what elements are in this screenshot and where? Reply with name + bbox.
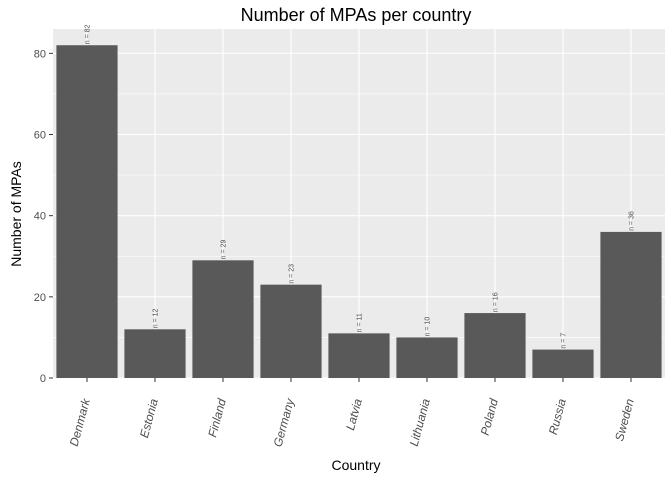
bar-lithuania — [396, 337, 458, 378]
bar-denmark — [56, 45, 118, 379]
bar-russia — [532, 349, 594, 378]
data-label: n = 12 — [153, 309, 160, 329]
bar-germany — [260, 284, 322, 378]
bar-sweden — [600, 231, 662, 378]
data-label: n = 7 — [561, 333, 568, 349]
data-label: n = 23 — [289, 264, 296, 284]
chart-title: Number of MPAs per country — [241, 5, 472, 25]
y-tick-label: 20 — [34, 292, 46, 304]
x-axis: Denmark Estonia Finland Germany Latvia Lithua… — [67, 378, 637, 448]
data-label: n = 82 — [85, 24, 92, 44]
x-tick-label: Poland — [478, 397, 501, 437]
data-label: n = 10 — [425, 317, 432, 337]
bar-estonia — [124, 329, 186, 378]
bar-latvia — [328, 333, 390, 378]
y-axis: 0 20 40 60 80 — [34, 48, 53, 385]
data-label: n = 16 — [493, 292, 500, 312]
x-tick-label: Sweden — [612, 397, 637, 443]
bars — [56, 45, 662, 379]
x-tick-label: Lithuania — [407, 397, 433, 448]
x-tick-label: Germany — [271, 396, 298, 448]
x-tick-label: Denmark — [67, 396, 93, 448]
x-tick-label: Latvia — [343, 397, 365, 432]
x-axis-title: Country — [331, 457, 380, 473]
y-tick-label: 80 — [34, 48, 46, 60]
bar-poland — [464, 313, 526, 378]
y-axis-title: Number of MPAs — [8, 161, 24, 267]
y-tick-label: 0 — [40, 373, 46, 385]
x-tick-label: Estonia — [137, 397, 161, 440]
data-labels: n = 82 n = 12 n = 29 n = 23 n = 11 n = 10 n = … — [85, 24, 636, 348]
y-tick-label: 60 — [34, 130, 46, 142]
x-tick-label: Finland — [205, 397, 229, 439]
y-tick-label: 40 — [34, 211, 46, 223]
bar-finland — [192, 260, 254, 378]
x-tick-label: Russia — [546, 397, 569, 436]
data-label: n = 11 — [357, 313, 364, 332]
data-label: n = 36 — [629, 211, 636, 231]
data-label: n = 29 — [221, 240, 228, 260]
